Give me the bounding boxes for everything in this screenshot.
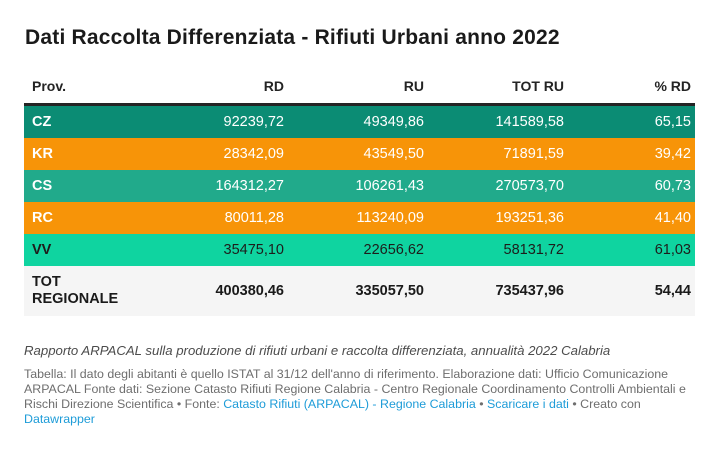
cell-rd: 28342,09 xyxy=(223,146,284,162)
cell-tot-ru: 141589,58 xyxy=(495,114,564,130)
cell-tot-ru: 193251,36 xyxy=(495,210,564,226)
cell-prov: CZ xyxy=(32,114,52,130)
notes-created-with: • Creato con xyxy=(568,397,641,411)
cell-ru: 43549,50 xyxy=(363,146,424,162)
cell-ru: 335057,50 xyxy=(355,283,424,299)
cell-ru: 22656,62 xyxy=(363,242,424,258)
column-header-ru: RU xyxy=(403,78,424,94)
column-header-tot-ru: TOT RU xyxy=(512,78,564,94)
page-title: Dati Raccolta Differenziata - Rifiuti Ur… xyxy=(25,26,560,49)
cell-prov: CS xyxy=(32,178,53,194)
cell-rd: 35475,10 xyxy=(223,242,284,258)
data-table: Prov. RD RU TOT RU % RD CZ 92239,72 4934… xyxy=(24,78,695,316)
cell-prov: VV xyxy=(32,242,52,258)
cell-pct-rd: 65,15 xyxy=(654,114,691,130)
table-row-kr: KR 28342,09 43549,50 71891,59 39,42 xyxy=(24,138,695,170)
cell-tot-ru: 735437,96 xyxy=(495,283,564,299)
footer-notes: Tabella: Il dato degli abitanti è quello… xyxy=(24,367,695,427)
cell-tot-ru: 58131,72 xyxy=(503,242,564,258)
datawrapper-table-widget: Dati Raccolta Differenziata - Rifiuti Ur… xyxy=(0,26,719,427)
link-datawrapper[interactable]: Datawrapper xyxy=(24,412,95,426)
notes-text: Tabella: Il dato degli abitanti è quello… xyxy=(24,367,686,411)
column-header-pct-rd: % RD xyxy=(654,78,691,94)
cell-ru: 113240,09 xyxy=(356,210,424,226)
cell-prov: KR xyxy=(32,146,53,162)
column-header-prov: Prov. xyxy=(32,78,66,94)
cell-tot-ru: 71891,59 xyxy=(503,146,564,162)
cell-ru: 49349,86 xyxy=(363,114,424,130)
link-scaricare-i-dati[interactable]: Scaricare i dati xyxy=(486,397,569,411)
column-header-rd: RD xyxy=(263,78,284,94)
cell-ru: 106261,43 xyxy=(355,178,424,194)
notes-separator: • xyxy=(475,397,487,411)
cell-pct-rd: 41,40 xyxy=(654,210,691,226)
cell-pct-rd: 61,03 xyxy=(654,242,691,258)
table-row-rc: RC 80011,28 113240,09 193251,36 41,40 xyxy=(24,202,695,234)
cell-prov: RC xyxy=(32,210,53,226)
cell-pct-rd: 60,73 xyxy=(654,178,691,194)
table-row-cs: CS 164312,27 106261,43 270573,70 60,73 xyxy=(24,170,695,202)
cell-pct-rd: 39,42 xyxy=(654,146,691,162)
link-catasto-rifiuti[interactable]: Catasto Rifiuti (ARPACAL) - Regione Cala… xyxy=(223,397,476,411)
cell-tot-ru: 270573,70 xyxy=(495,178,564,194)
cell-rd: 400380,46 xyxy=(215,283,284,299)
cell-rd: 92239,72 xyxy=(223,114,284,130)
table-row-cz: CZ 92239,72 49349,86 141589,58 65,15 xyxy=(24,106,695,138)
cell-prov: TOT REGIONALE xyxy=(24,274,148,308)
table-header-row: Prov. RD RU TOT RU % RD xyxy=(24,78,695,106)
table-row-total: TOT REGIONALE 400380,46 335057,50 735437… xyxy=(24,266,695,316)
table-row-vv: VV 35475,10 22656,62 58131,72 61,03 xyxy=(24,234,695,266)
cell-rd: 164312,27 xyxy=(215,178,284,194)
cell-rd: 80011,28 xyxy=(224,210,284,226)
total-label: TOT REGIONALE xyxy=(32,273,119,307)
cell-pct-rd: 54,44 xyxy=(654,283,691,299)
notes-separator: • Fonte: xyxy=(176,397,224,411)
report-source-line: Rapporto ARPACAL sulla produzione di rif… xyxy=(24,343,611,358)
